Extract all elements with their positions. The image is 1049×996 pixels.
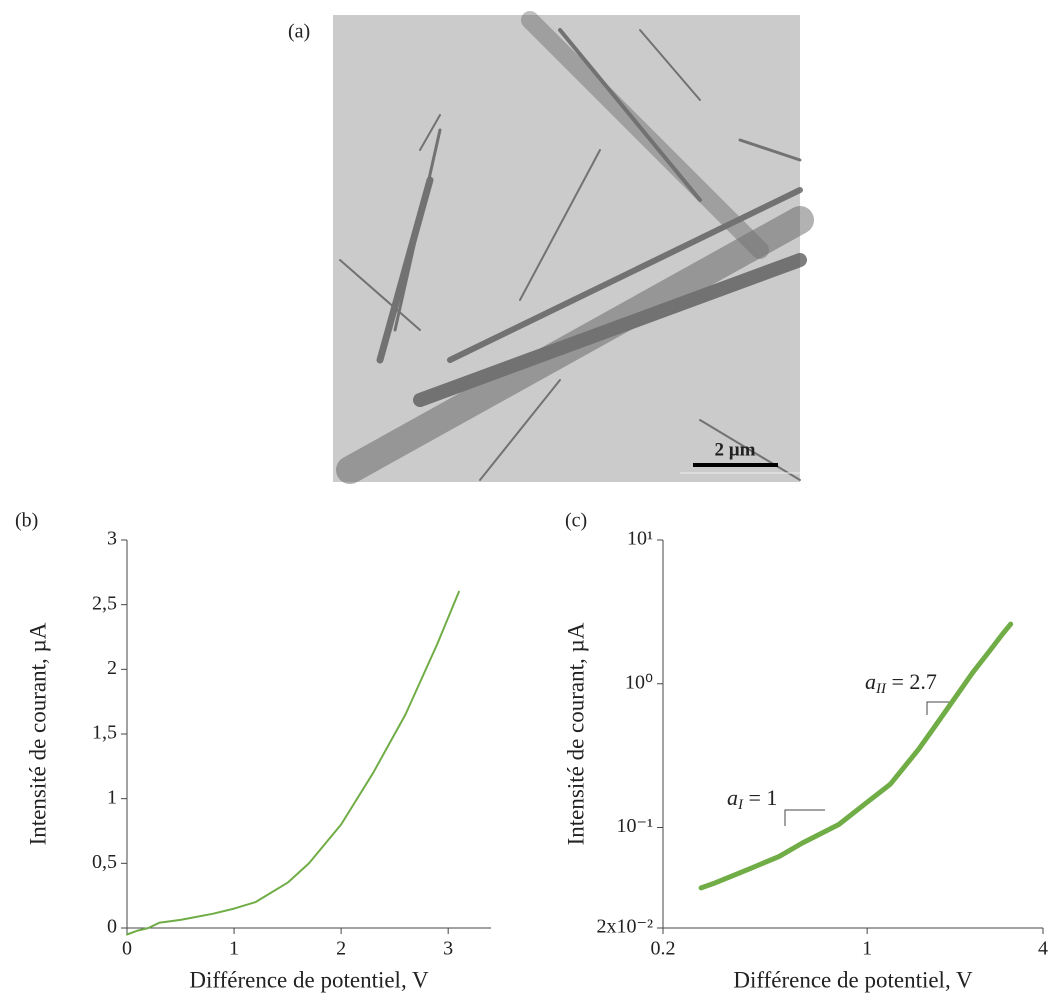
x-axis-label: Différence de potentiel, V: [733, 967, 973, 992]
x-tick-label: 1: [862, 938, 872, 960]
data-line: [698, 621, 1014, 891]
annotation: aII = 2.7: [865, 669, 937, 697]
y-tick-label: 10⁰: [625, 671, 653, 693]
y-tick-label: 10⁻¹: [616, 815, 653, 837]
annotation-text: = 2.7: [886, 669, 937, 694]
panel-label: (c): [565, 510, 587, 532]
tem-image: [333, 11, 814, 484]
annotation-symbol: a: [865, 669, 876, 694]
x-axis-label: Différence de potentiel, V: [189, 967, 429, 992]
panel-label: (b): [15, 510, 38, 532]
data-line: [126, 590, 460, 936]
x-tick-label: 2: [336, 938, 346, 960]
x-tick-label: 3: [443, 938, 453, 960]
x-tick-label: 4: [1038, 938, 1048, 960]
panel-label: (a): [288, 21, 310, 43]
y-tick-label: 10¹: [627, 528, 653, 550]
y-tick-label: 2,5: [92, 592, 117, 614]
annotation-text: = 1: [743, 785, 777, 810]
y-tick-label: 1: [107, 786, 117, 808]
annotation-subscript: II: [875, 681, 887, 697]
annotation: aI = 1: [727, 785, 777, 813]
x-tick-label: 0.2: [651, 938, 676, 960]
annotation-subscript: I: [737, 797, 744, 813]
y-tick-label: 2: [107, 657, 117, 679]
y-axis-label: Intensité de courant, µA: [25, 622, 50, 845]
y-tick-label: 0: [107, 916, 117, 938]
y-tick-label: 1,5: [92, 722, 117, 744]
y-axis-label: Intensité de courant, µA: [563, 622, 588, 845]
scale-bar-label: 2 µm: [714, 439, 755, 460]
y-tick-label: 2x10⁻²: [596, 916, 653, 938]
slope-triangles: [784, 701, 950, 826]
annotation-symbol: a: [727, 785, 738, 810]
y-tick-label: 0,5: [92, 851, 117, 873]
x-tick-label: 0: [122, 938, 132, 960]
y-tick-label: 3: [107, 528, 117, 550]
x-tick-label: 1: [229, 938, 239, 960]
